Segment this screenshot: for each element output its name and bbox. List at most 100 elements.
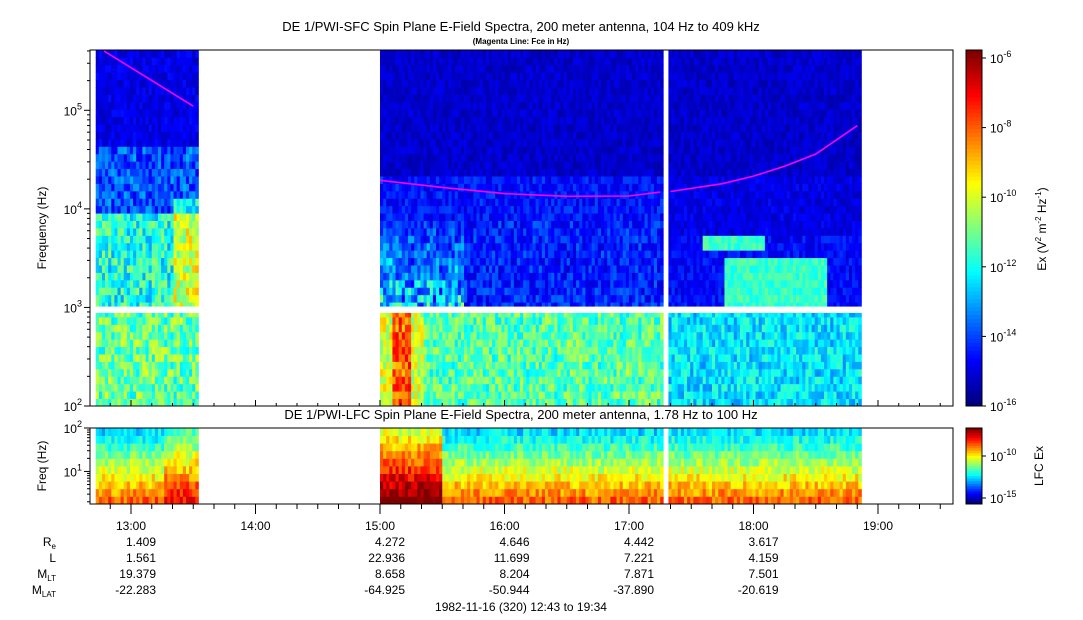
heatmap-cell (176, 265, 181, 273)
heatmap-cell (129, 161, 134, 170)
heatmap-cell (136, 339, 140, 348)
heatmap-cell (414, 250, 418, 259)
heatmap-cell (476, 116, 480, 125)
heatmap-cell (529, 72, 533, 81)
heatmap-cell (482, 161, 487, 170)
heatmap-cell (520, 161, 524, 170)
heatmap-cell (401, 302, 406, 310)
heatmap-cell (544, 168, 549, 177)
heatmap-cell (488, 398, 493, 406)
heatmap-cell (95, 339, 100, 348)
heatmap-cell (482, 190, 487, 199)
heatmap-cell (432, 265, 437, 273)
heatmap-cell (157, 101, 162, 110)
heatmap-cell (108, 101, 112, 110)
heatmap-cell (111, 124, 115, 132)
heatmap-cell (389, 287, 393, 296)
heatmap-cell (507, 190, 512, 199)
heatmap-cell (588, 213, 593, 221)
heatmap-cell (467, 346, 471, 355)
heatmap-cell (117, 109, 122, 118)
heatmap-cell (429, 346, 434, 355)
heatmap-cell (420, 153, 424, 162)
heatmap-cell (507, 79, 512, 88)
heatmap-cell (182, 294, 187, 303)
heatmap-cell (157, 242, 162, 251)
heatmap-cell (563, 391, 568, 399)
heatmap-cell (126, 317, 131, 325)
heatmap-cell (495, 168, 499, 177)
heatmap-cell (597, 346, 602, 355)
heatmap-cell (395, 272, 400, 281)
heatmap-cell (594, 287, 599, 296)
heatmap-cell (445, 265, 449, 273)
heatmap-cell (464, 213, 468, 221)
heatmap-cell (566, 287, 571, 296)
heatmap-cell (560, 79, 565, 88)
heatmap-cell (541, 168, 546, 177)
heatmap-cell (495, 161, 499, 170)
heatmap-cell (485, 205, 490, 214)
heatmap-cell (510, 183, 515, 192)
heatmap-cell (426, 242, 431, 251)
heatmap-cell (485, 317, 490, 325)
heatmap-cell (554, 72, 558, 81)
heatmap-cell (414, 57, 418, 66)
heatmap-cell (98, 279, 103, 288)
heatmap-cell (120, 139, 125, 147)
heatmap-cell (569, 391, 574, 399)
heatmap-cell (585, 287, 589, 296)
heatmap-cell (591, 176, 596, 184)
heatmap-cell (572, 361, 577, 370)
heatmap-cell (485, 339, 490, 348)
heatmap-cell (557, 72, 561, 81)
heatmap-cell (569, 94, 574, 103)
heatmap-cell (411, 57, 415, 66)
heatmap-cell (157, 198, 162, 207)
heatmap-cell (98, 87, 103, 95)
heatmap-cell (432, 346, 437, 355)
heatmap-cell (139, 205, 143, 214)
heatmap-cell (423, 79, 428, 88)
heatmap-cell (148, 131, 153, 140)
heatmap-cell (101, 139, 106, 147)
heatmap-cell (95, 391, 100, 399)
heatmap-cell (414, 79, 418, 88)
heatmap-cell (457, 324, 462, 333)
heatmap-cell (504, 265, 509, 273)
heatmap-cell (473, 153, 477, 162)
heatmap-cell (411, 272, 415, 281)
heatmap-cell (448, 309, 452, 318)
heatmap-cell (117, 317, 122, 325)
heatmap-cell (182, 198, 187, 207)
heatmap-cell (532, 265, 537, 273)
heatmap-cell (501, 339, 505, 348)
heatmap-cell (479, 94, 484, 103)
heatmap-cell (520, 235, 524, 244)
heatmap-cell (445, 272, 449, 281)
heatmap-cell (126, 368, 131, 377)
heatmap-cell (535, 324, 540, 333)
heatmap-cell (436, 72, 440, 81)
heatmap-cell (551, 139, 555, 147)
heatmap-cell (386, 124, 390, 132)
heatmap-cell (423, 57, 428, 66)
heatmap-cell (420, 213, 424, 221)
heatmap-cell (95, 242, 100, 251)
heatmap-cell (136, 317, 140, 325)
heatmap-cell (432, 213, 437, 221)
heatmap-cell (123, 235, 128, 244)
heatmap-cell (154, 50, 159, 58)
heatmap-cell (398, 339, 403, 348)
heatmap-cell (154, 331, 159, 340)
heatmap-cell (126, 324, 131, 333)
heatmap-cell (404, 235, 409, 244)
heatmap-cell (457, 50, 462, 58)
heatmap-cell (423, 116, 428, 125)
heatmap-cell (157, 331, 162, 340)
heatmap-cell (566, 131, 571, 140)
heatmap-cell (520, 257, 524, 266)
heatmap-cell (126, 294, 131, 303)
heatmap-cell (133, 302, 137, 310)
heatmap-cell (538, 213, 543, 221)
